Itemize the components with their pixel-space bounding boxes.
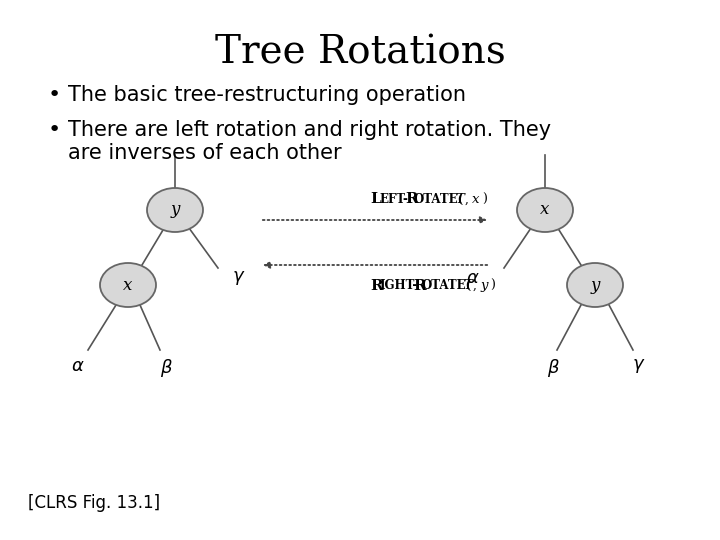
Text: T: T: [455, 193, 464, 206]
Text: EFT-: EFT-: [379, 193, 408, 206]
Text: [CLRS Fig. 13.1]: [CLRS Fig. 13.1]: [28, 494, 160, 512]
Ellipse shape: [147, 188, 203, 232]
Text: $\beta$: $\beta$: [160, 357, 173, 379]
Text: OTATE(: OTATE(: [422, 279, 472, 292]
Ellipse shape: [517, 188, 573, 232]
Text: OTATE(: OTATE(: [414, 193, 464, 206]
Text: T: T: [463, 279, 472, 292]
Text: IGHT-: IGHT-: [379, 279, 418, 292]
Text: •: •: [48, 85, 61, 105]
Text: R: R: [413, 279, 426, 293]
Text: $\gamma$: $\gamma$: [232, 269, 246, 287]
Text: There are left rotation and right rotation. They
are inverses of each other: There are left rotation and right rotati…: [68, 120, 551, 163]
Text: ): ): [482, 193, 487, 206]
Text: $\beta$: $\beta$: [546, 357, 559, 379]
Text: ,: ,: [465, 193, 473, 206]
Text: R: R: [405, 192, 418, 206]
Text: The basic tree-restructuring operation: The basic tree-restructuring operation: [68, 85, 466, 105]
Text: L: L: [370, 192, 381, 206]
Text: ): ): [490, 279, 495, 292]
Text: y: y: [590, 276, 600, 294]
Text: y: y: [171, 201, 180, 219]
Text: Tree Rotations: Tree Rotations: [215, 35, 505, 72]
Text: x: x: [472, 193, 480, 206]
Text: $\alpha$: $\alpha$: [71, 357, 85, 375]
Text: $\alpha$: $\alpha$: [467, 269, 480, 287]
Text: x: x: [540, 201, 549, 219]
Text: y: y: [480, 279, 487, 292]
Text: x: x: [123, 276, 132, 294]
Text: ,: ,: [473, 279, 481, 292]
Text: $\gamma$: $\gamma$: [632, 357, 646, 375]
Ellipse shape: [567, 263, 623, 307]
Text: •: •: [48, 120, 61, 140]
Text: R: R: [370, 279, 382, 293]
Ellipse shape: [100, 263, 156, 307]
